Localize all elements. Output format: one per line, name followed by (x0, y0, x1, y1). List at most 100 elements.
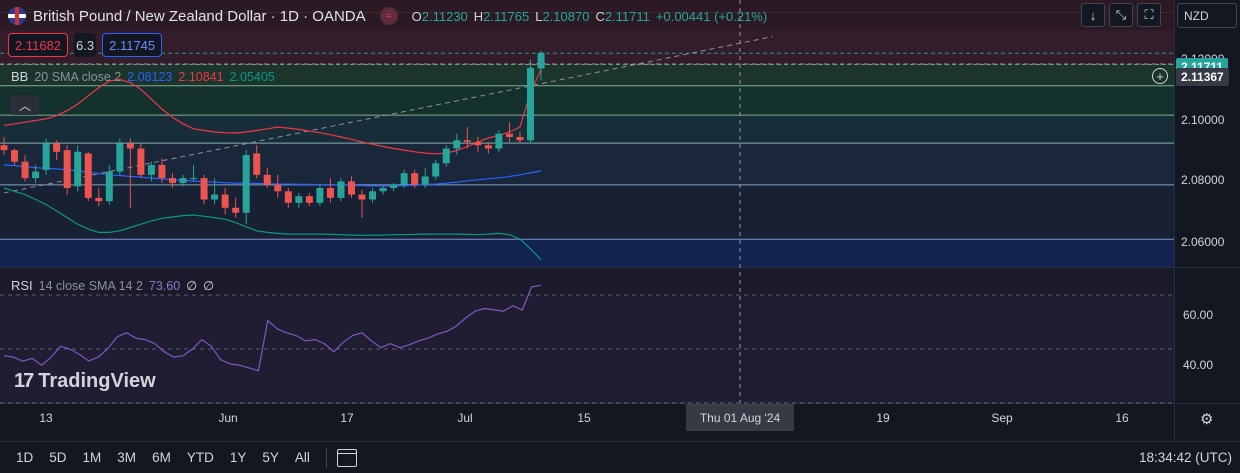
candle-body (211, 194, 219, 200)
price-zone (0, 30, 1174, 53)
candle-body (190, 178, 198, 180)
price-zone (0, 85, 1174, 115)
candle-body (179, 178, 187, 184)
time-axis-label: Sep (991, 411, 1013, 425)
trendline (3, 36, 773, 194)
bollinger-bands (3, 69, 542, 260)
ohlc-low: L2.10870 (535, 8, 590, 24)
time-axis-label: 19 (876, 411, 890, 425)
bb-lower-line (3, 187, 542, 260)
candle-body (347, 181, 355, 195)
candle-body (484, 145, 492, 149)
price-zone (0, 184, 1174, 239)
candle-body (337, 181, 345, 198)
fullscreen-icon[interactable]: ⛶ (1137, 3, 1161, 27)
candlestick-series (0, 50, 545, 225)
tradingview-logo-icon: 17 (14, 370, 34, 392)
price-zone (0, 52, 1174, 64)
rsi-ma-value: ∅ (186, 279, 198, 293)
ohlc-values: O2.11230 H2.11765 L2.10870 C2.11711 +0.0… (412, 9, 768, 24)
candle-body (200, 178, 208, 200)
range-5d[interactable]: 5D (49, 450, 67, 465)
range-1d[interactable]: 1D (16, 450, 34, 465)
bb-basis-value: 2.08123 (127, 69, 173, 84)
range-1m[interactable]: 1M (82, 450, 102, 465)
currency-label: NZD (1184, 8, 1209, 23)
candle-body (11, 150, 19, 162)
candle-body (474, 141, 482, 146)
candle-body (147, 164, 155, 175)
rsi-axis-label: 40.00 (1183, 358, 1214, 372)
candle-body (442, 148, 450, 164)
calendar-range-icon[interactable] (336, 448, 357, 467)
candle-body (316, 188, 324, 203)
candle-body (305, 196, 313, 203)
range-6m[interactable]: 6M (152, 450, 171, 465)
candle-body (116, 143, 124, 172)
symbol-title[interactable]: British Pound / New Zealand Dollar · 1D … (33, 7, 366, 25)
trade-buttons: 2.11682 6.3 2.11745 (8, 33, 163, 57)
ohlc-high: H2.11765 (473, 8, 530, 24)
time-axis-label: Jun (218, 411, 238, 425)
tradingview-logo[interactable]: 17 TradingView (14, 370, 156, 393)
rsi-line (3, 284, 542, 372)
clock-display[interactable]: 18:34:42 (UTC) (1138, 450, 1232, 465)
range-ytd[interactable]: YTD (186, 450, 214, 465)
buy-button[interactable]: 2.11745 (102, 33, 163, 57)
candle-body (369, 191, 377, 200)
range-5y[interactable]: 5Y (262, 450, 279, 465)
rsi-series (0, 284, 1174, 404)
sell-button[interactable]: 2.11682 (8, 33, 69, 57)
collapse-legend-button[interactable]: ︿ (11, 95, 39, 115)
arrow-down-icon[interactable]: ↓ (1081, 3, 1105, 27)
candle-body (21, 161, 29, 179)
range-1y[interactable]: 1Y (229, 450, 247, 465)
overlay-layer (0, 0, 1174, 403)
rsi-axis-label: 60.00 (1183, 308, 1214, 322)
candle-body (284, 191, 292, 203)
price-axis-label: 2.06000 (1181, 235, 1225, 249)
date-range-list: 1D 5D 1M 3M 6M YTD 1Y 5Y All (8, 450, 318, 465)
candle-body (137, 148, 145, 175)
crosshair-date-label: Thu 01 Aug '24 (686, 404, 794, 431)
rsi-value: 73.60 (148, 278, 181, 293)
time-axis-label: 16 (1115, 411, 1129, 425)
bb-upper-value: 2.10841 (178, 69, 224, 84)
time-axis-label: Jul (457, 411, 473, 425)
time-axis-label: 13 (39, 411, 53, 425)
candle-body (379, 188, 387, 192)
market-status-icon[interactable]: ≈ (379, 7, 398, 25)
horizontal-levels (0, 36, 1174, 240)
rsi-name: RSI (11, 278, 33, 293)
candle-body (126, 143, 134, 149)
currency-selector[interactable]: NZD (1177, 3, 1237, 28)
gear-icon[interactable]: ⚙ (1200, 411, 1214, 428)
price-axis-label: 2.08000 (1181, 173, 1225, 187)
crosshair-price-tag: 2.11367 (1176, 68, 1229, 86)
rsi-params: 14 close SMA 14 2 (38, 278, 143, 293)
candle-body (0, 145, 8, 151)
range-all[interactable]: All (294, 450, 310, 465)
candle-body (505, 133, 513, 137)
candle-body (263, 174, 271, 185)
candle-body (495, 133, 503, 149)
price-axis-label: 2.10000 (1181, 113, 1225, 127)
candle-body (74, 151, 82, 187)
bb-legend[interactable]: BB 20 SMA close 2 2.08123 2.10841 2.0540… (11, 69, 275, 84)
expand-icon[interactable]: ⤡ (1109, 3, 1133, 27)
candle-body (274, 184, 282, 192)
candle-body (253, 153, 261, 175)
candle-body (84, 153, 92, 198)
toolbar-divider (325, 447, 327, 468)
candle-body (105, 171, 113, 202)
candle-body (53, 143, 61, 152)
candle-body (326, 188, 334, 198)
gbp-flag-icon (8, 7, 26, 25)
rsi-extra-value: ∅ (203, 279, 214, 293)
rsi-legend[interactable]: RSI 14 close SMA 14 2 73.60 ∅ ∅ (11, 278, 214, 293)
bb-params: 20 SMA close 2 (34, 69, 122, 84)
plus-circle-icon[interactable]: + (1152, 68, 1168, 84)
range-3m[interactable]: 3M (117, 450, 137, 465)
bb-name: BB (11, 69, 29, 84)
